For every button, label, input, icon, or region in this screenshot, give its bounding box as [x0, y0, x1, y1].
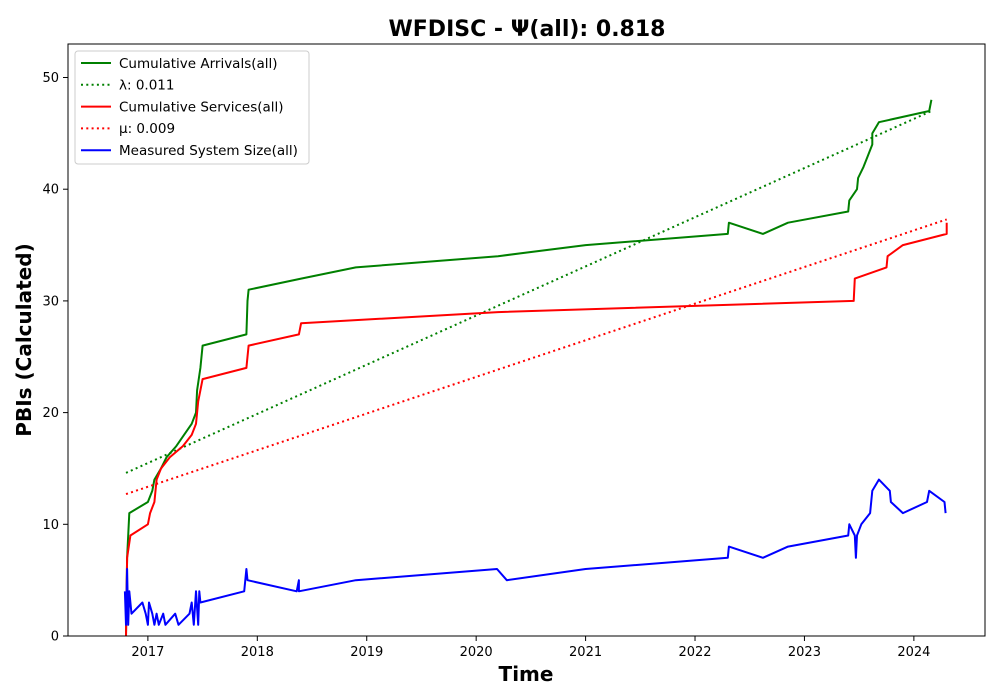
chart-title: WFDISC - Ψ(all): 0.818 [389, 17, 666, 42]
legend-label-2: Cumulative Services(all) [119, 99, 284, 115]
series-line-2 [125, 222, 948, 637]
x-tick-label: 2024 [897, 645, 930, 660]
y-tick-label: 30 [42, 294, 59, 309]
legend-label-1: λ: 0.011 [119, 78, 174, 94]
x-tick-label: 2019 [350, 645, 383, 660]
series-line-3 [125, 218, 948, 496]
legend-label-0: Cumulative Arrivals(all) [119, 56, 278, 72]
legend-label-3: μ: 0.009 [119, 121, 175, 137]
x-tick-label: 2021 [569, 645, 602, 660]
y-axis-label: PBIs (Calculated) [12, 243, 36, 436]
y-tick-label: 20 [42, 406, 59, 421]
y-tick-label: 10 [42, 518, 59, 533]
y-tick-label: 50 [42, 71, 59, 86]
axes-layer: 2017 2018 2019 2020 2021 2022 2023 2024 0 10 20 30 4… [42, 71, 930, 660]
y-tick-label: 0 [51, 630, 59, 645]
x-tick-label: 2018 [241, 645, 274, 660]
plot-frame [67, 43, 986, 637]
x-tick-label: 2017 [131, 645, 164, 660]
series-line-1 [125, 110, 932, 474]
legend: Cumulative Arrivals(all) λ: 0.011 Cumulati… [74, 50, 310, 165]
x-tick-label: 2023 [788, 645, 821, 660]
y-tick-label: 40 [42, 183, 59, 198]
x-tick-label: 2022 [678, 645, 711, 660]
legend-frame [74, 50, 310, 165]
legend-label-4: Measured System Size(all) [119, 143, 298, 159]
series-layer [123, 99, 948, 637]
x-tick-label: 2020 [460, 645, 493, 660]
series-line-4 [123, 478, 947, 626]
x-axis-label: Time [499, 662, 554, 686]
